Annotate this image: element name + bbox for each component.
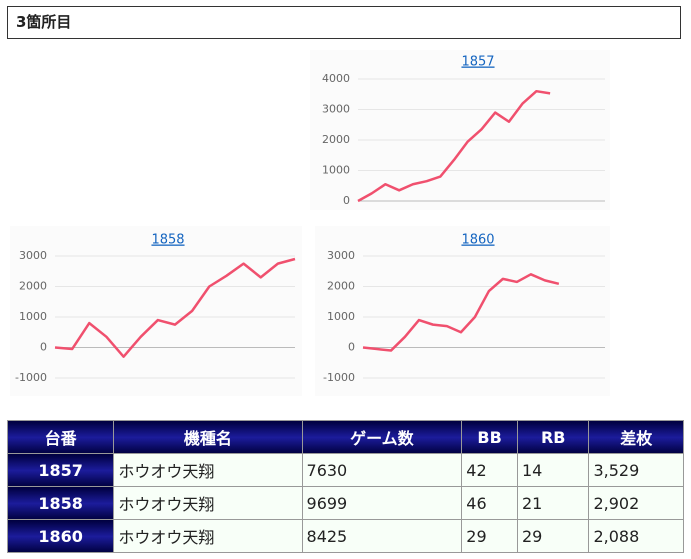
table-row: 1860 ホウオウ天翔 8425 29 29 2,088 (6, 519, 684, 553)
table-cell: 29 (461, 519, 518, 553)
table-cell: 9699 (301, 486, 463, 520)
chart-title[interactable]: 1857 (461, 55, 494, 70)
y-tick-label: 0 (343, 194, 350, 207)
row-key: 1857 (6, 453, 115, 487)
y-tick-label: 3000 (327, 249, 355, 262)
column-header: BB (461, 420, 518, 454)
table-row: 1857 ホウオウ天翔 7630 42 14 3,529 (6, 453, 684, 487)
table-cell: 14 (516, 453, 590, 487)
chart-title[interactable]: 1860 (461, 233, 494, 248)
table-cell: 29 (516, 519, 590, 553)
column-header: RB (516, 420, 590, 454)
table-cell: 21 (516, 486, 590, 520)
table-cell: 2,902 (588, 486, 684, 520)
column-header: ゲーム数 (301, 420, 463, 454)
y-tick-label: 3000 (322, 103, 350, 116)
y-tick-label: 2000 (19, 280, 47, 293)
charts: 1857 0 1000 2000 3000 4000 1858 -1000 0 1000 2000 3… (10, 50, 610, 396)
y-tick-label: 3000 (19, 249, 47, 262)
y-tick-label: 4000 (322, 72, 350, 85)
table-body: 1857 ホウオウ天翔 7630 42 14 3,529 1858 ホウオウ天翔 9699 46 2… (6, 453, 684, 553)
table-cell: ホウオウ天翔 (113, 453, 303, 487)
table-cell: 2,088 (588, 519, 684, 553)
column-header: 機種名 (113, 420, 303, 454)
y-tick-label: -1000 (323, 371, 355, 384)
y-tick-label: 1000 (327, 310, 355, 323)
chart-background (315, 226, 610, 396)
y-tick-label: 1000 (19, 310, 47, 323)
y-tick-label: -1000 (15, 371, 47, 384)
chart-background (310, 50, 610, 210)
chart-background (10, 226, 302, 396)
y-tick-label: 2000 (322, 133, 350, 146)
y-tick-label: 1000 (322, 164, 350, 177)
data-table: 台番 機種名 ゲーム数 BB RB 差枚 1857 ホウオウ天翔 7630 42 14 3,529 18… (6, 420, 684, 553)
row-key: 1858 (6, 486, 115, 520)
line-series (54, 257, 296, 358)
table-cell: 3,529 (588, 453, 684, 487)
table-cell: 46 (461, 486, 518, 520)
column-header: 差枚 (588, 420, 684, 454)
table-cell: 8425 (301, 519, 463, 553)
table-row: 1858 ホウオウ天翔 9699 46 21 2,902 (6, 486, 684, 520)
y-tick-label: 2000 (327, 280, 355, 293)
line-series (357, 89, 551, 203)
y-tick-label: 0 (348, 341, 355, 354)
section-title: 3箇所目 (7, 6, 681, 39)
chart-title[interactable]: 1858 (151, 233, 184, 248)
column-header: 台番 (6, 420, 115, 454)
y-tick-label: 0 (40, 341, 47, 354)
row-key: 1860 (6, 519, 115, 553)
header-row: 台番 機種名 ゲーム数 BB RB 差枚 (6, 420, 684, 454)
table-cell: ホウオウ天翔 (113, 519, 303, 553)
table-cell: 7630 (301, 453, 463, 487)
table-cell: ホウオウ天翔 (113, 486, 303, 520)
line-series (362, 273, 560, 352)
table-cell: 42 (461, 453, 518, 487)
